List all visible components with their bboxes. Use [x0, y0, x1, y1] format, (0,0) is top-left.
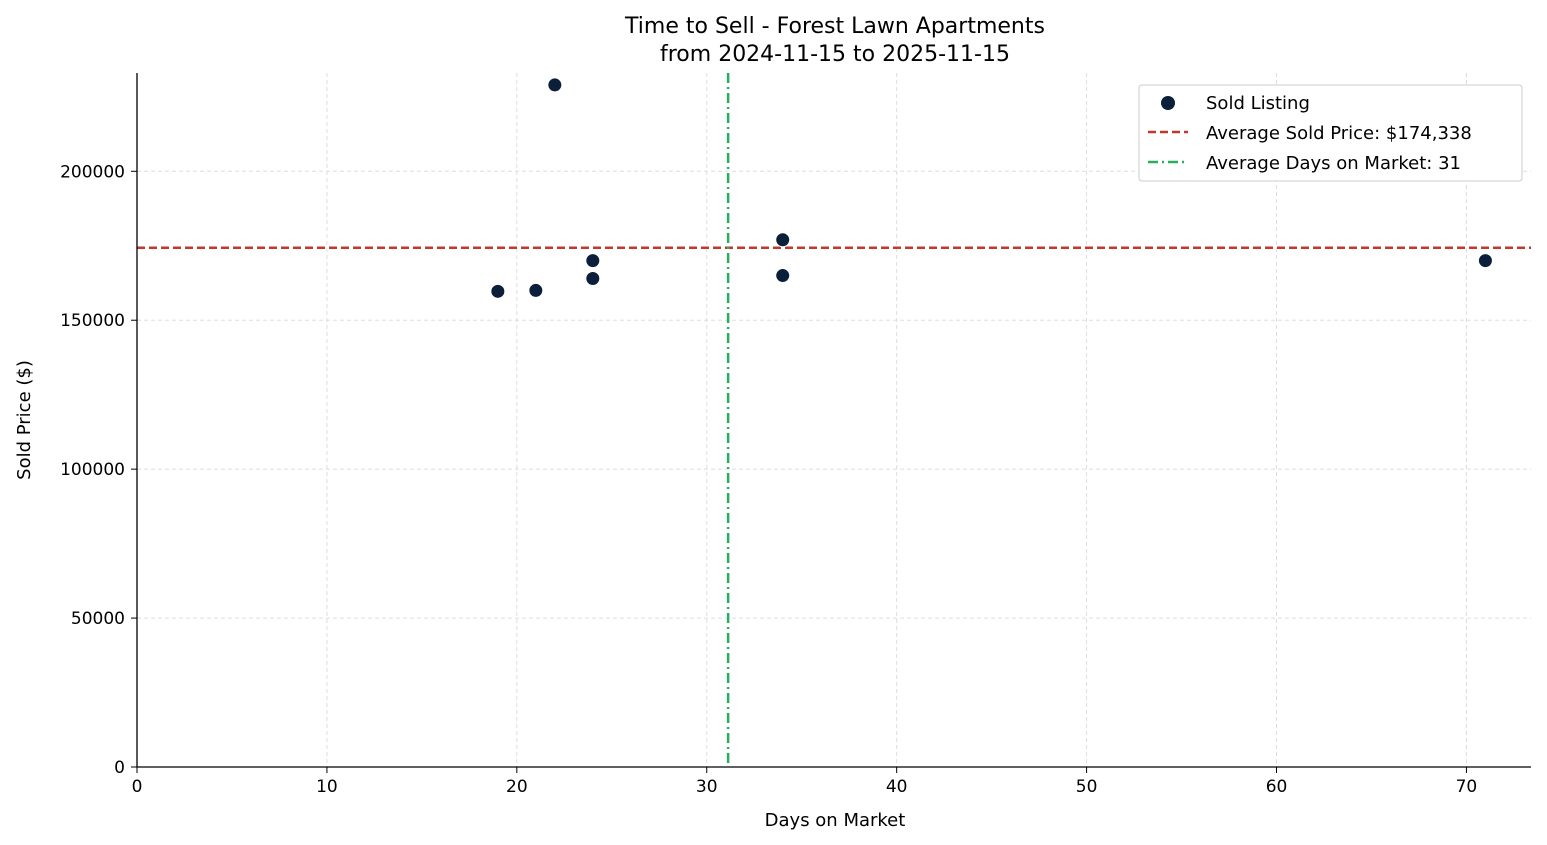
x-tick-label: 20: [506, 777, 528, 797]
legend-label-avg-price: Average Sold Price: $174,338: [1206, 123, 1472, 144]
x-tick-label: 30: [696, 777, 718, 797]
grid: [137, 73, 1531, 767]
chart-subtitle: from 2024-11-15 to 2025-11-15: [660, 42, 1010, 67]
reference-lines: [137, 73, 1531, 767]
legend: Sold Listing Average Sold Price: $174,33…: [1138, 84, 1523, 182]
chart-title: Time to Sell - Forest Lawn Apartments: [624, 14, 1045, 39]
x-tick-label: 70: [1456, 777, 1478, 797]
axes: 0 10 20 30 40 50 60 70 0 50000 100000 150000 200000: [60, 73, 1531, 797]
data-point: [490, 283, 506, 299]
x-tick-label: 60: [1266, 777, 1288, 797]
data-point: [1477, 253, 1493, 269]
data-point: [775, 232, 791, 248]
legend-marker-sold-listing: [1161, 96, 1175, 110]
data-point: [585, 271, 601, 287]
data-point: [775, 268, 791, 284]
data-point: [528, 282, 544, 298]
x-tick-label: 10: [316, 777, 338, 797]
y-tick-label: 200000: [60, 162, 125, 182]
y-tick-label: 0: [114, 758, 125, 778]
y-tick-label: 50000: [71, 609, 125, 629]
y-tick-label: 150000: [60, 311, 125, 331]
data-points: [490, 77, 1493, 299]
x-tick-label: 50: [1076, 777, 1098, 797]
legend-label-sold-listing: Sold Listing: [1206, 93, 1310, 114]
x-tick-label: 0: [132, 777, 143, 797]
data-point: [585, 253, 601, 269]
data-point: [547, 77, 563, 93]
x-axis-label: Days on Market: [765, 810, 906, 831]
legend-label-avg-days: Average Days on Market: 31: [1206, 153, 1461, 174]
y-axis-label: Sold Price ($): [14, 360, 35, 480]
x-tick-label: 40: [886, 777, 908, 797]
y-tick-label: 100000: [60, 460, 125, 480]
